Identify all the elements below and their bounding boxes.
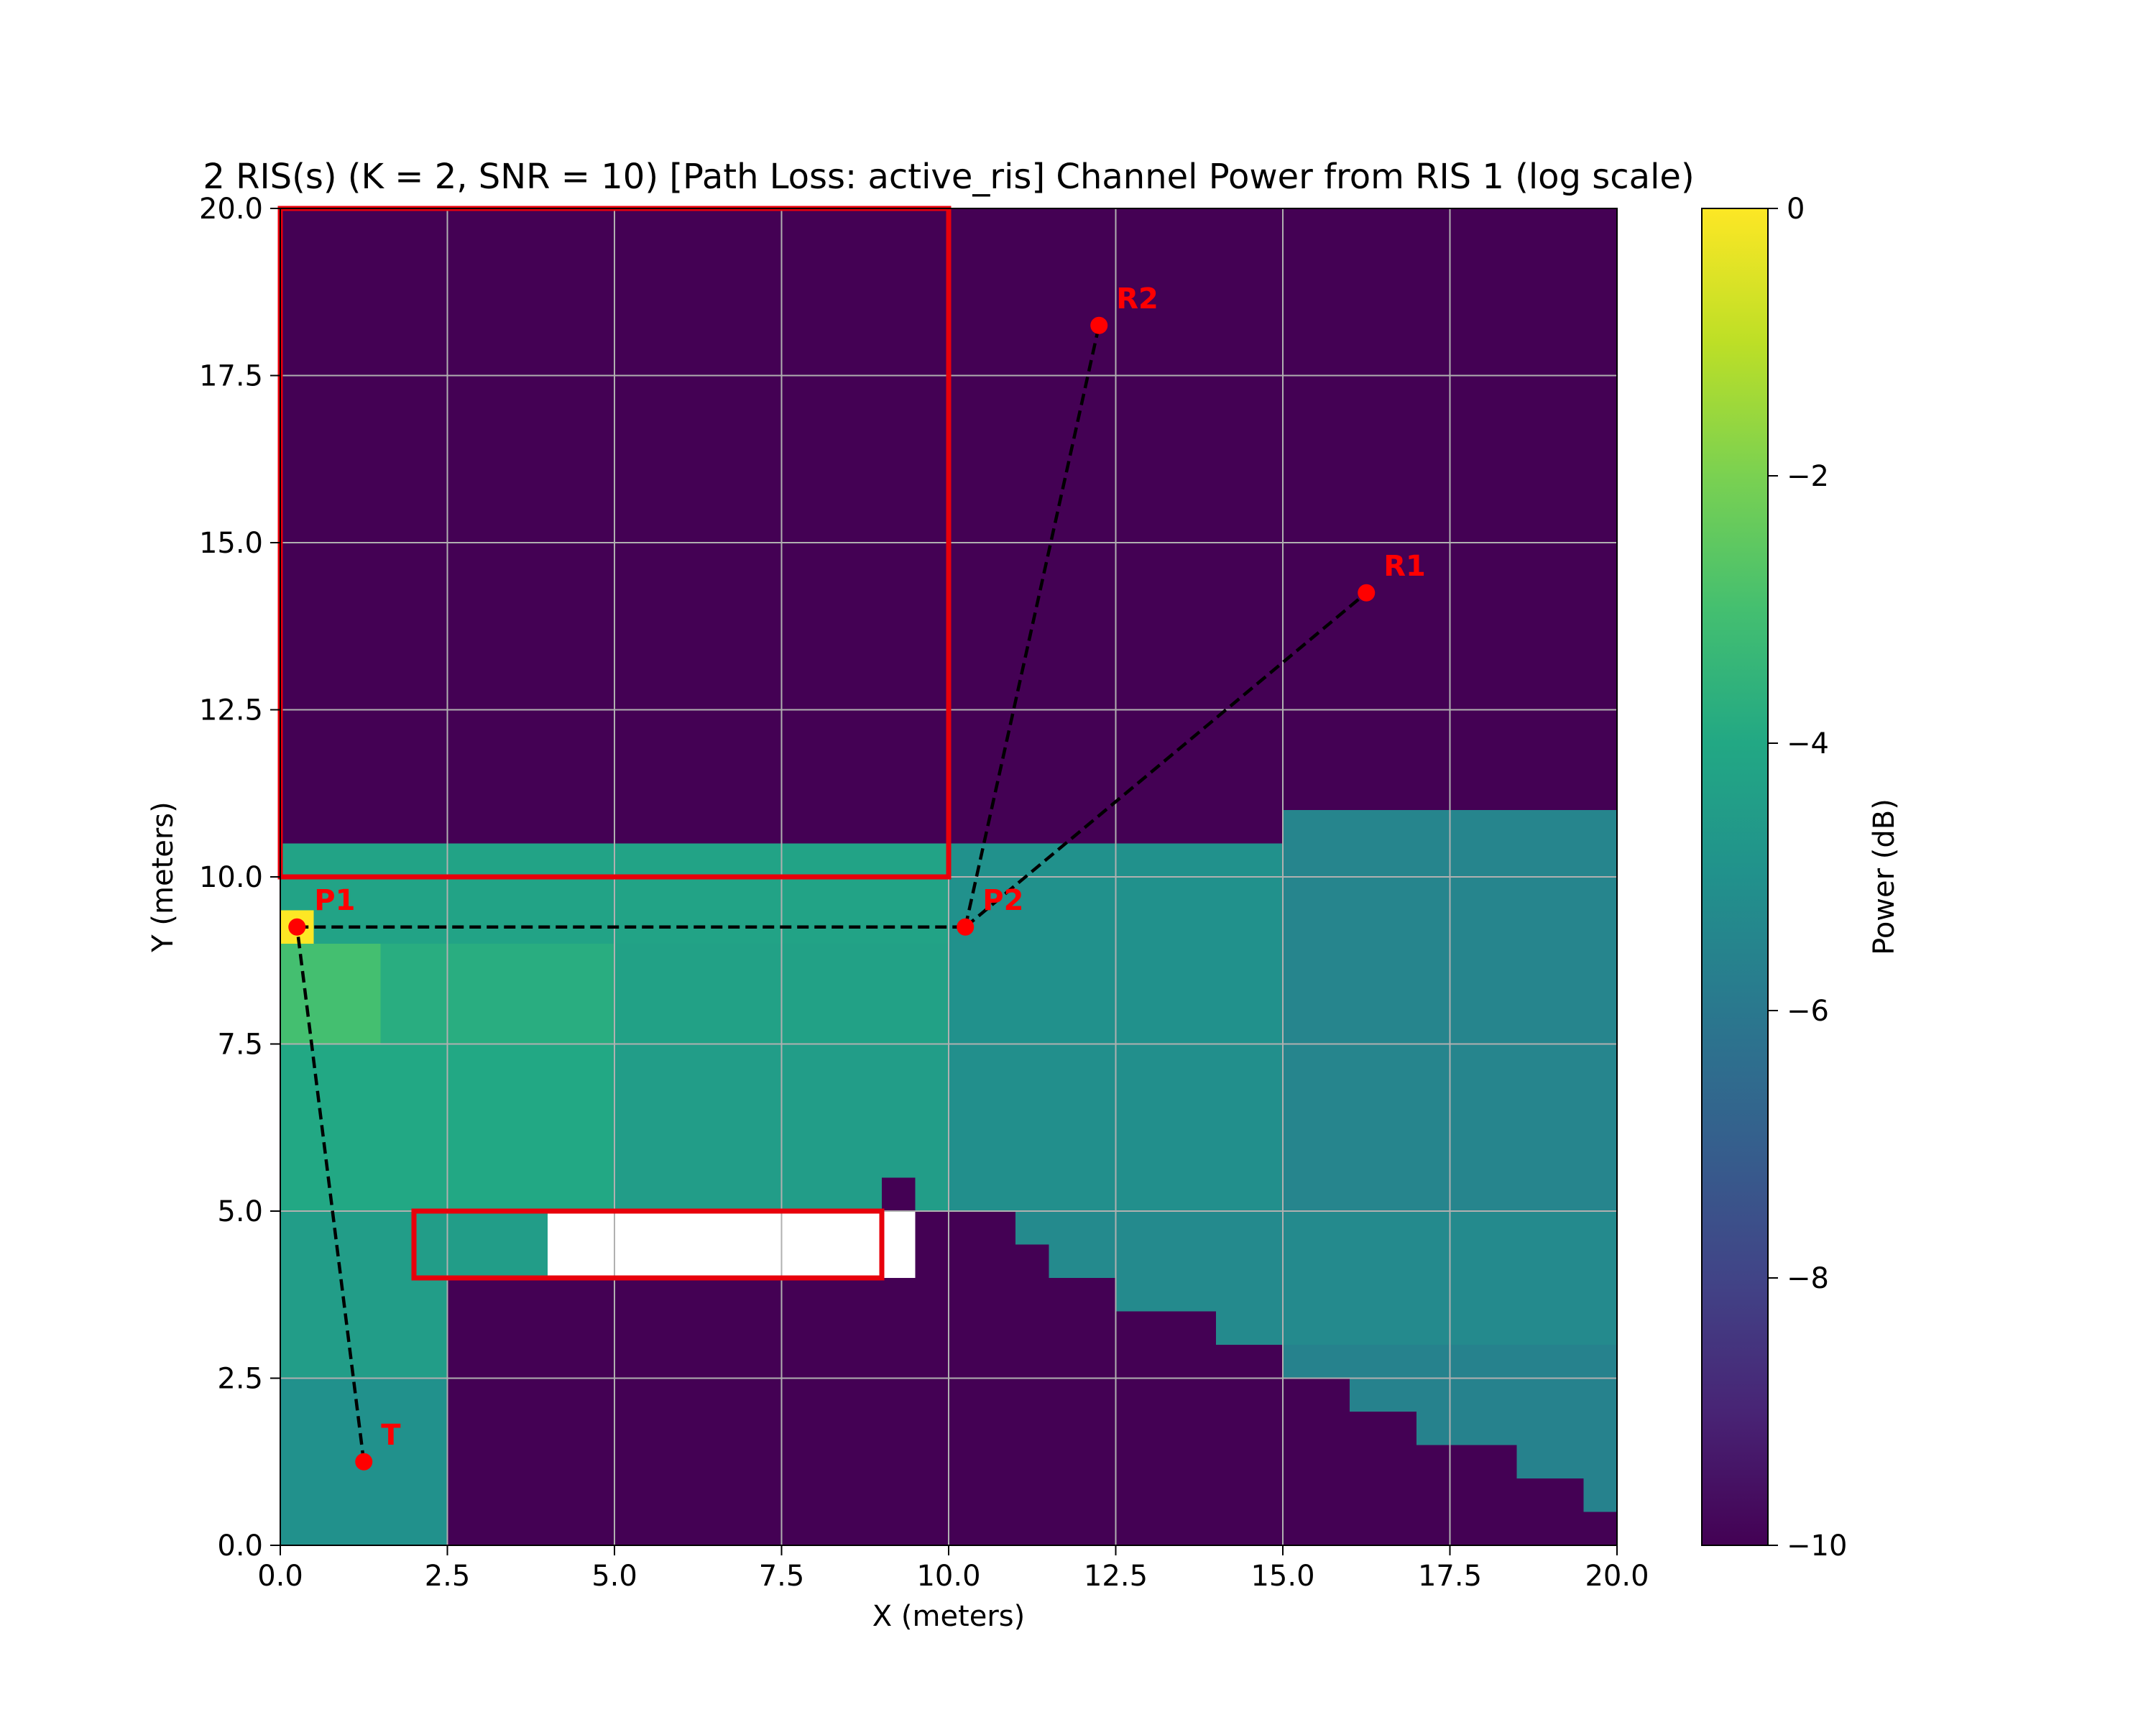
heatmap-cell-6: [280, 944, 381, 1044]
point-label-P1: P1: [314, 884, 355, 917]
x-tick-label: 17.5: [1418, 1560, 1482, 1593]
heatmap-cell-34: [882, 1177, 916, 1211]
heatmap-cell-29: [1516, 1478, 1584, 1545]
y-tick-label: 7.5: [217, 1029, 263, 1062]
x-tick-label: 10.0: [916, 1560, 980, 1593]
colorbar-tick-label: −4: [1787, 727, 1829, 760]
path-T-P1: [295, 926, 366, 1463]
point-label-T: T: [381, 1419, 401, 1452]
x-axis-ticks: 0.0 2.5 5.0 7.5 10.0 12.5 15.0 17.5 20.0: [257, 1545, 1649, 1593]
x-tick-label: 5.0: [591, 1560, 637, 1593]
colorbar-tick-label: −6: [1787, 995, 1829, 1028]
x-tick-label: 7.5: [759, 1560, 805, 1593]
y-tick-label: 0.0: [217, 1530, 263, 1563]
heatmap-cell-7: [380, 944, 614, 1044]
x-tick-label: 15.0: [1250, 1560, 1314, 1593]
x-axis-label: X (meters): [872, 1600, 1025, 1633]
colorbar-label: Power (dB): [1868, 799, 1901, 955]
point-P1: [288, 918, 306, 936]
point-label-R2: R2: [1116, 282, 1158, 316]
obstacle-2: [411, 1208, 885, 1281]
y-tick-label: 20.0: [199, 193, 263, 226]
heatmap-cell-22: [982, 1244, 1049, 1345]
heatmap-cell-33: [447, 1278, 481, 1345]
point-R2: [1090, 316, 1108, 334]
paths: [295, 325, 1368, 1463]
heatmap-cell-25: [548, 1345, 1283, 1545]
x-tick-label: 12.5: [1084, 1560, 1148, 1593]
heatmap-cell-32: [514, 1345, 548, 1512]
chart-title: 2 RIS(s) (K = 2, SNR = 10) [Path Loss: a…: [203, 157, 1694, 197]
y-axis-ticks: 0.0 2.5 5.0 7.5 10.0 12.5 15.0 17.5 20.0: [199, 193, 280, 1563]
point-P2: [957, 918, 975, 936]
point-T: [355, 1453, 373, 1471]
colorbar-tick-label: −10: [1787, 1530, 1847, 1563]
colorbar-tick-label: −8: [1787, 1262, 1829, 1295]
heatmap-cell-24: [1115, 1311, 1216, 1345]
colorbar-tick-label: 0: [1787, 193, 1805, 226]
heatmap-cell-31: [481, 1345, 515, 1478]
y-tick-label: 5.0: [217, 1195, 263, 1228]
heatmap-cell-30: [1583, 1512, 1617, 1545]
path-P2-R1: [964, 592, 1368, 929]
point-label-P2: P2: [982, 884, 1023, 917]
y-tick-label: 10.0: [199, 861, 263, 894]
colorbar: [1701, 208, 1769, 1546]
heatmap-cell-26: [1283, 1378, 1350, 1545]
heatmap-cell-23: [1049, 1278, 1116, 1345]
point-R1: [1358, 584, 1376, 602]
heatmap-cell-28: [1416, 1445, 1517, 1545]
points: T P1 P2 R1 R2: [288, 282, 1426, 1471]
y-tick-label: 12.5: [199, 694, 263, 727]
point-label-R1: R1: [1383, 550, 1426, 583]
x-tick-label: 20.0: [1585, 1560, 1649, 1593]
colorbar-ticks: 0 −2 −4 −6 −8 −10: [1768, 193, 1847, 1563]
x-tick-label: 2.5: [425, 1560, 471, 1593]
y-tick-label: 17.5: [199, 360, 263, 393]
y-axis-label: Y (meters): [147, 801, 180, 953]
heatmap-cell-27: [1350, 1412, 1416, 1545]
colorbar-tick-label: −2: [1787, 460, 1829, 493]
x-tick-label: 0.0: [257, 1560, 303, 1593]
y-tick-label: 15.0: [199, 527, 263, 560]
y-tick-label: 2.5: [217, 1363, 263, 1396]
